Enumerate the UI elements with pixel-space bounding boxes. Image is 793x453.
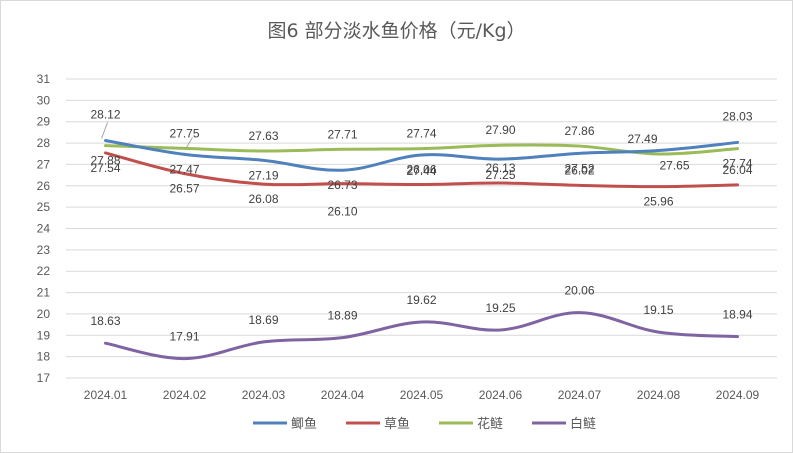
data-label: 20.06 bbox=[564, 284, 594, 298]
data-label: 19.62 bbox=[406, 293, 436, 307]
data-label: 27.47 bbox=[169, 162, 199, 176]
data-label: 28.03 bbox=[722, 109, 752, 123]
y-tick-label: 25 bbox=[37, 200, 51, 214]
label-leader-line bbox=[101, 122, 108, 139]
y-tick-label: 20 bbox=[37, 307, 51, 321]
data-label: 28.12 bbox=[90, 108, 120, 122]
y-tick-label: 28 bbox=[37, 136, 51, 150]
y-tick-label: 26 bbox=[37, 179, 51, 193]
y-tick-label: 24 bbox=[37, 222, 51, 236]
data-label: 26.57 bbox=[169, 182, 199, 196]
y-tick-label: 29 bbox=[37, 115, 51, 129]
y-tick-label: 22 bbox=[37, 264, 51, 278]
data-label: 26.13 bbox=[485, 161, 515, 175]
legend-label: 花鲢 bbox=[477, 416, 503, 432]
data-label: 27.90 bbox=[485, 123, 515, 137]
data-label: 27.44 bbox=[406, 164, 436, 178]
data-label: 27.74 bbox=[406, 127, 436, 141]
data-label: 27.75 bbox=[169, 126, 199, 140]
data-label: 27.63 bbox=[248, 129, 278, 143]
legend-label: 鲫鱼 bbox=[291, 416, 317, 432]
data-label: 19.15 bbox=[643, 303, 673, 317]
data-label: 25.96 bbox=[643, 195, 673, 209]
y-tick-label: 31 bbox=[37, 72, 51, 86]
series-line-3 bbox=[104, 311, 739, 361]
y-tick-label: 30 bbox=[37, 93, 51, 107]
data-label: 26.08 bbox=[248, 192, 278, 206]
data-label: 27.25 bbox=[485, 168, 515, 182]
data-label: 27.88 bbox=[90, 154, 120, 168]
data-label: 27.71 bbox=[327, 127, 357, 141]
x-tick-label: 2024.05 bbox=[400, 388, 444, 402]
data-label: 18.89 bbox=[327, 309, 357, 323]
data-label: 26.10 bbox=[327, 205, 357, 219]
x-tick-label: 2024.02 bbox=[163, 388, 207, 402]
x-tick-label: 2024.04 bbox=[321, 388, 365, 402]
y-tick-label: 27 bbox=[37, 157, 51, 171]
legend-label: 草鱼 bbox=[384, 416, 410, 432]
data-label: 18.69 bbox=[248, 313, 278, 327]
data-label: 27.19 bbox=[248, 168, 278, 182]
series-line-1 bbox=[104, 151, 739, 189]
data-label: 26.73 bbox=[327, 178, 357, 192]
x-tick-label: 2024.06 bbox=[479, 388, 523, 402]
data-label: 19.25 bbox=[485, 301, 515, 315]
legend-label: 白鲢 bbox=[570, 416, 596, 432]
data-label: 27.74 bbox=[722, 157, 752, 171]
y-tick-label: 23 bbox=[37, 243, 51, 257]
x-tick-label: 2024.03 bbox=[242, 388, 286, 402]
data-label: 26.06 bbox=[406, 163, 436, 177]
chart-title: 图6 部分淡水鱼价格（元/Kg） bbox=[267, 20, 526, 42]
data-label: 26.02 bbox=[564, 163, 594, 177]
data-label: 27.49 bbox=[627, 132, 657, 146]
data-label: 26.04 bbox=[722, 163, 752, 177]
x-tick-label: 2024.01 bbox=[84, 388, 128, 402]
y-tick-label: 17 bbox=[37, 371, 51, 385]
data-label: 27.54 bbox=[90, 161, 120, 175]
y-tick-label: 21 bbox=[37, 286, 51, 300]
data-label: 17.91 bbox=[169, 330, 199, 344]
series-line-0 bbox=[104, 139, 739, 172]
data-label: 27.86 bbox=[564, 124, 594, 138]
x-tick-label: 2024.09 bbox=[716, 388, 760, 402]
data-label: 18.94 bbox=[722, 308, 752, 322]
y-tick-label: 19 bbox=[37, 328, 51, 342]
x-tick-label: 2024.07 bbox=[558, 388, 602, 402]
data-label: 18.63 bbox=[90, 314, 120, 328]
x-tick-label: 2024.08 bbox=[637, 388, 681, 402]
data-label: 27.52 bbox=[564, 161, 594, 175]
data-label: 27.65 bbox=[659, 159, 689, 173]
y-tick-label: 18 bbox=[37, 350, 51, 364]
label-leader-line bbox=[186, 137, 193, 148]
